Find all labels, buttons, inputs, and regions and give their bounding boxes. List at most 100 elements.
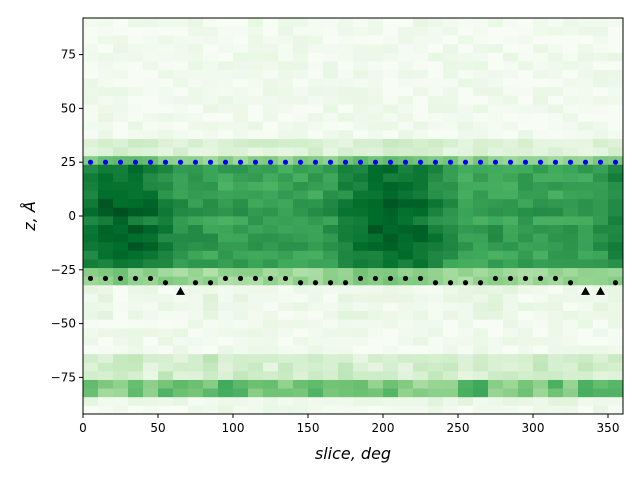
heatmap-cell <box>413 327 429 337</box>
heatmap-cell <box>143 224 159 234</box>
heatmap-cell <box>293 388 309 398</box>
heatmap-cell <box>443 267 459 277</box>
heatmap-cell <box>128 190 144 200</box>
heatmap-cell <box>548 181 564 191</box>
heatmap-cell <box>233 104 249 114</box>
heatmap-cell <box>308 129 324 139</box>
heatmap-cell <box>203 147 219 157</box>
lower-boundary-point <box>522 275 529 282</box>
heatmap-cell <box>578 319 594 329</box>
heatmap-cell <box>473 353 489 363</box>
y-tick-label: −25 <box>51 263 76 277</box>
heatmap-cell <box>248 95 264 105</box>
heatmap-cell <box>473 18 489 28</box>
heatmap-cell <box>233 52 249 62</box>
heatmap-cell <box>518 224 534 234</box>
heatmap-cell <box>473 250 489 260</box>
heatmap-cell <box>203 396 219 406</box>
heatmap-cell <box>143 259 159 269</box>
heatmap-cell <box>248 129 264 139</box>
heatmap-cell <box>233 319 249 329</box>
heatmap-cell <box>338 405 354 415</box>
heatmap-cell <box>593 267 609 277</box>
heatmap-cell <box>578 353 594 363</box>
heatmap-cell <box>443 370 459 380</box>
heatmap-cell <box>353 396 369 406</box>
heatmap-cell <box>323 362 339 372</box>
heatmap-cell <box>353 104 369 114</box>
heatmap-cell <box>413 78 429 88</box>
heatmap-cell <box>188 78 204 88</box>
heatmap-cell <box>323 284 339 294</box>
heatmap-cell <box>488 336 504 346</box>
heatmap-cell <box>473 216 489 226</box>
heatmap-cell <box>128 181 144 191</box>
heatmap-cell <box>368 207 384 217</box>
heatmap-cell <box>323 250 339 260</box>
heatmap-cell <box>548 61 564 71</box>
heatmap-cell <box>293 190 309 200</box>
heatmap-cell <box>578 370 594 380</box>
heatmap-cell <box>488 259 504 269</box>
heatmap-cell <box>428 61 444 71</box>
heatmap-cell <box>428 104 444 114</box>
heatmap-cell <box>503 284 519 294</box>
heatmap-cell <box>338 129 354 139</box>
heatmap-cell <box>83 78 99 88</box>
heatmap-cell <box>173 250 189 260</box>
heatmap-cell <box>503 362 519 372</box>
heatmap-cell <box>218 233 234 243</box>
heatmap-cell <box>143 319 159 329</box>
heatmap-cell <box>563 43 579 53</box>
heatmap-cell <box>338 370 354 380</box>
heatmap-cell <box>473 207 489 217</box>
heatmap-cell <box>158 327 174 337</box>
heatmap-cell <box>608 147 624 157</box>
heatmap-cell <box>218 379 234 389</box>
heatmap-cell <box>293 216 309 226</box>
heatmap-cell <box>473 164 489 174</box>
lower-boundary-point <box>267 275 274 282</box>
heatmap-cell <box>128 43 144 53</box>
heatmap-cell <box>353 336 369 346</box>
heatmap-cell <box>488 207 504 217</box>
heatmap-cell <box>398 224 414 234</box>
heatmap-cell <box>518 52 534 62</box>
heatmap-cell <box>98 18 114 28</box>
heatmap-cell <box>563 370 579 380</box>
heatmap-cell <box>173 121 189 131</box>
heatmap-cell <box>458 327 474 337</box>
heatmap-cell <box>608 310 624 320</box>
heatmap-cell <box>218 112 234 122</box>
heatmap-cell <box>218 78 234 88</box>
heatmap-cell <box>428 181 444 191</box>
heatmap-cell <box>578 310 594 320</box>
heatmap-cell <box>263 379 279 389</box>
heatmap-cell <box>218 172 234 182</box>
heatmap-cell <box>563 345 579 355</box>
heatmap-cell <box>353 353 369 363</box>
heatmap-cell <box>203 336 219 346</box>
heatmap-cell <box>188 190 204 200</box>
heatmap-cell <box>488 293 504 303</box>
heatmap-cell <box>488 104 504 114</box>
heatmap-cell <box>533 370 549 380</box>
heatmap-cell <box>173 241 189 251</box>
heatmap-cell <box>98 121 114 131</box>
heatmap-cell <box>383 284 399 294</box>
lower-boundary-point <box>117 275 124 282</box>
heatmap-cell <box>338 138 354 148</box>
heatmap-cell <box>278 405 294 415</box>
heatmap-cell <box>143 78 159 88</box>
heatmap-cell <box>113 172 129 182</box>
heatmap-cell <box>518 284 534 294</box>
lower-boundary-point <box>372 275 379 282</box>
heatmap-cell <box>353 241 369 251</box>
heatmap-cell <box>263 78 279 88</box>
heatmap-cell <box>353 138 369 148</box>
heatmap-cell <box>488 319 504 329</box>
heatmap-cell <box>533 147 549 157</box>
heatmap-cell <box>473 310 489 320</box>
heatmap-cell <box>233 216 249 226</box>
heatmap-cell <box>428 302 444 312</box>
